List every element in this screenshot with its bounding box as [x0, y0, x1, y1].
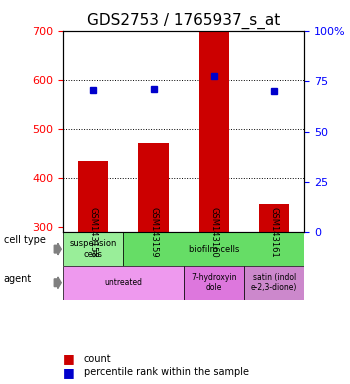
Text: satin (indol
e-2,3-dione): satin (indol e-2,3-dione)	[251, 273, 298, 293]
Text: GSM143161: GSM143161	[270, 207, 279, 258]
Bar	[123, 232, 304, 266]
Bar	[63, 232, 123, 266]
Text: untreated: untreated	[104, 278, 142, 287]
Bar	[63, 266, 184, 300]
Text: count: count	[84, 354, 112, 364]
Bar	[78, 161, 108, 232]
Text: ■: ■	[63, 366, 75, 379]
Bar	[259, 204, 289, 232]
Text: agent: agent	[4, 274, 32, 284]
Bar	[139, 143, 169, 232]
Title: GDS2753 / 1765937_s_at: GDS2753 / 1765937_s_at	[87, 13, 280, 29]
Text: GSM143158: GSM143158	[89, 207, 98, 258]
Bar	[199, 31, 229, 232]
Text: GSM143159: GSM143159	[149, 207, 158, 258]
Text: GSM143160: GSM143160	[209, 207, 218, 258]
Text: cell type: cell type	[4, 235, 46, 245]
Text: 7-hydroxyin
dole: 7-hydroxyin dole	[191, 273, 237, 293]
Text: ■: ■	[63, 353, 75, 366]
Text: biofilm cells: biofilm cells	[189, 245, 239, 253]
Text: percentile rank within the sample: percentile rank within the sample	[84, 367, 249, 377]
Bar	[244, 266, 304, 300]
Bar	[184, 266, 244, 300]
Text: suspension
cells: suspension cells	[70, 239, 117, 259]
